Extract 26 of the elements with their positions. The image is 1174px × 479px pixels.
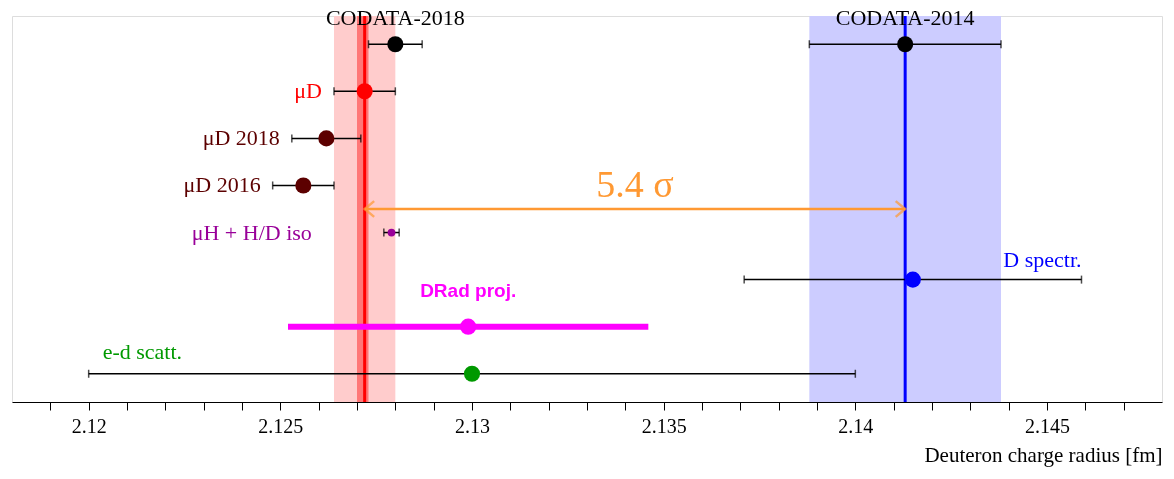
point: [356, 83, 373, 100]
series-label: CODATA-2018: [325, 5, 465, 31]
text: e-d scatt.: [102, 338, 183, 364]
x-tick-label: 2.135: [641, 414, 687, 437]
x-tick-label: 2.14: [838, 414, 874, 437]
point: [904, 271, 921, 288]
point: [463, 365, 481, 382]
point: [295, 177, 312, 194]
series-label: DRad proj.: [420, 279, 517, 301]
point: [387, 36, 404, 53]
point: [387, 228, 396, 237]
x-tick-label: 2.125: [258, 414, 304, 437]
point: [460, 318, 477, 335]
x-axis-title: Deuteron charge radius [fm]: [924, 442, 1163, 467]
series-label: μD: [294, 78, 322, 104]
annotation: 5.4 σ: [596, 163, 674, 205]
text: D spectr.: [1003, 246, 1082, 272]
x-tick-label: 2.13: [455, 414, 490, 437]
x-tick-label: 2.12: [71, 414, 107, 437]
point: [897, 36, 914, 53]
series-label: μD 2018: [202, 125, 280, 151]
text: μH + H/D iso: [191, 219, 312, 245]
series-label: CODATA-2014: [835, 5, 975, 31]
series-label: μD 2016: [183, 172, 261, 198]
point: [318, 130, 335, 147]
x-tick-label: 2.145: [1025, 414, 1070, 437]
